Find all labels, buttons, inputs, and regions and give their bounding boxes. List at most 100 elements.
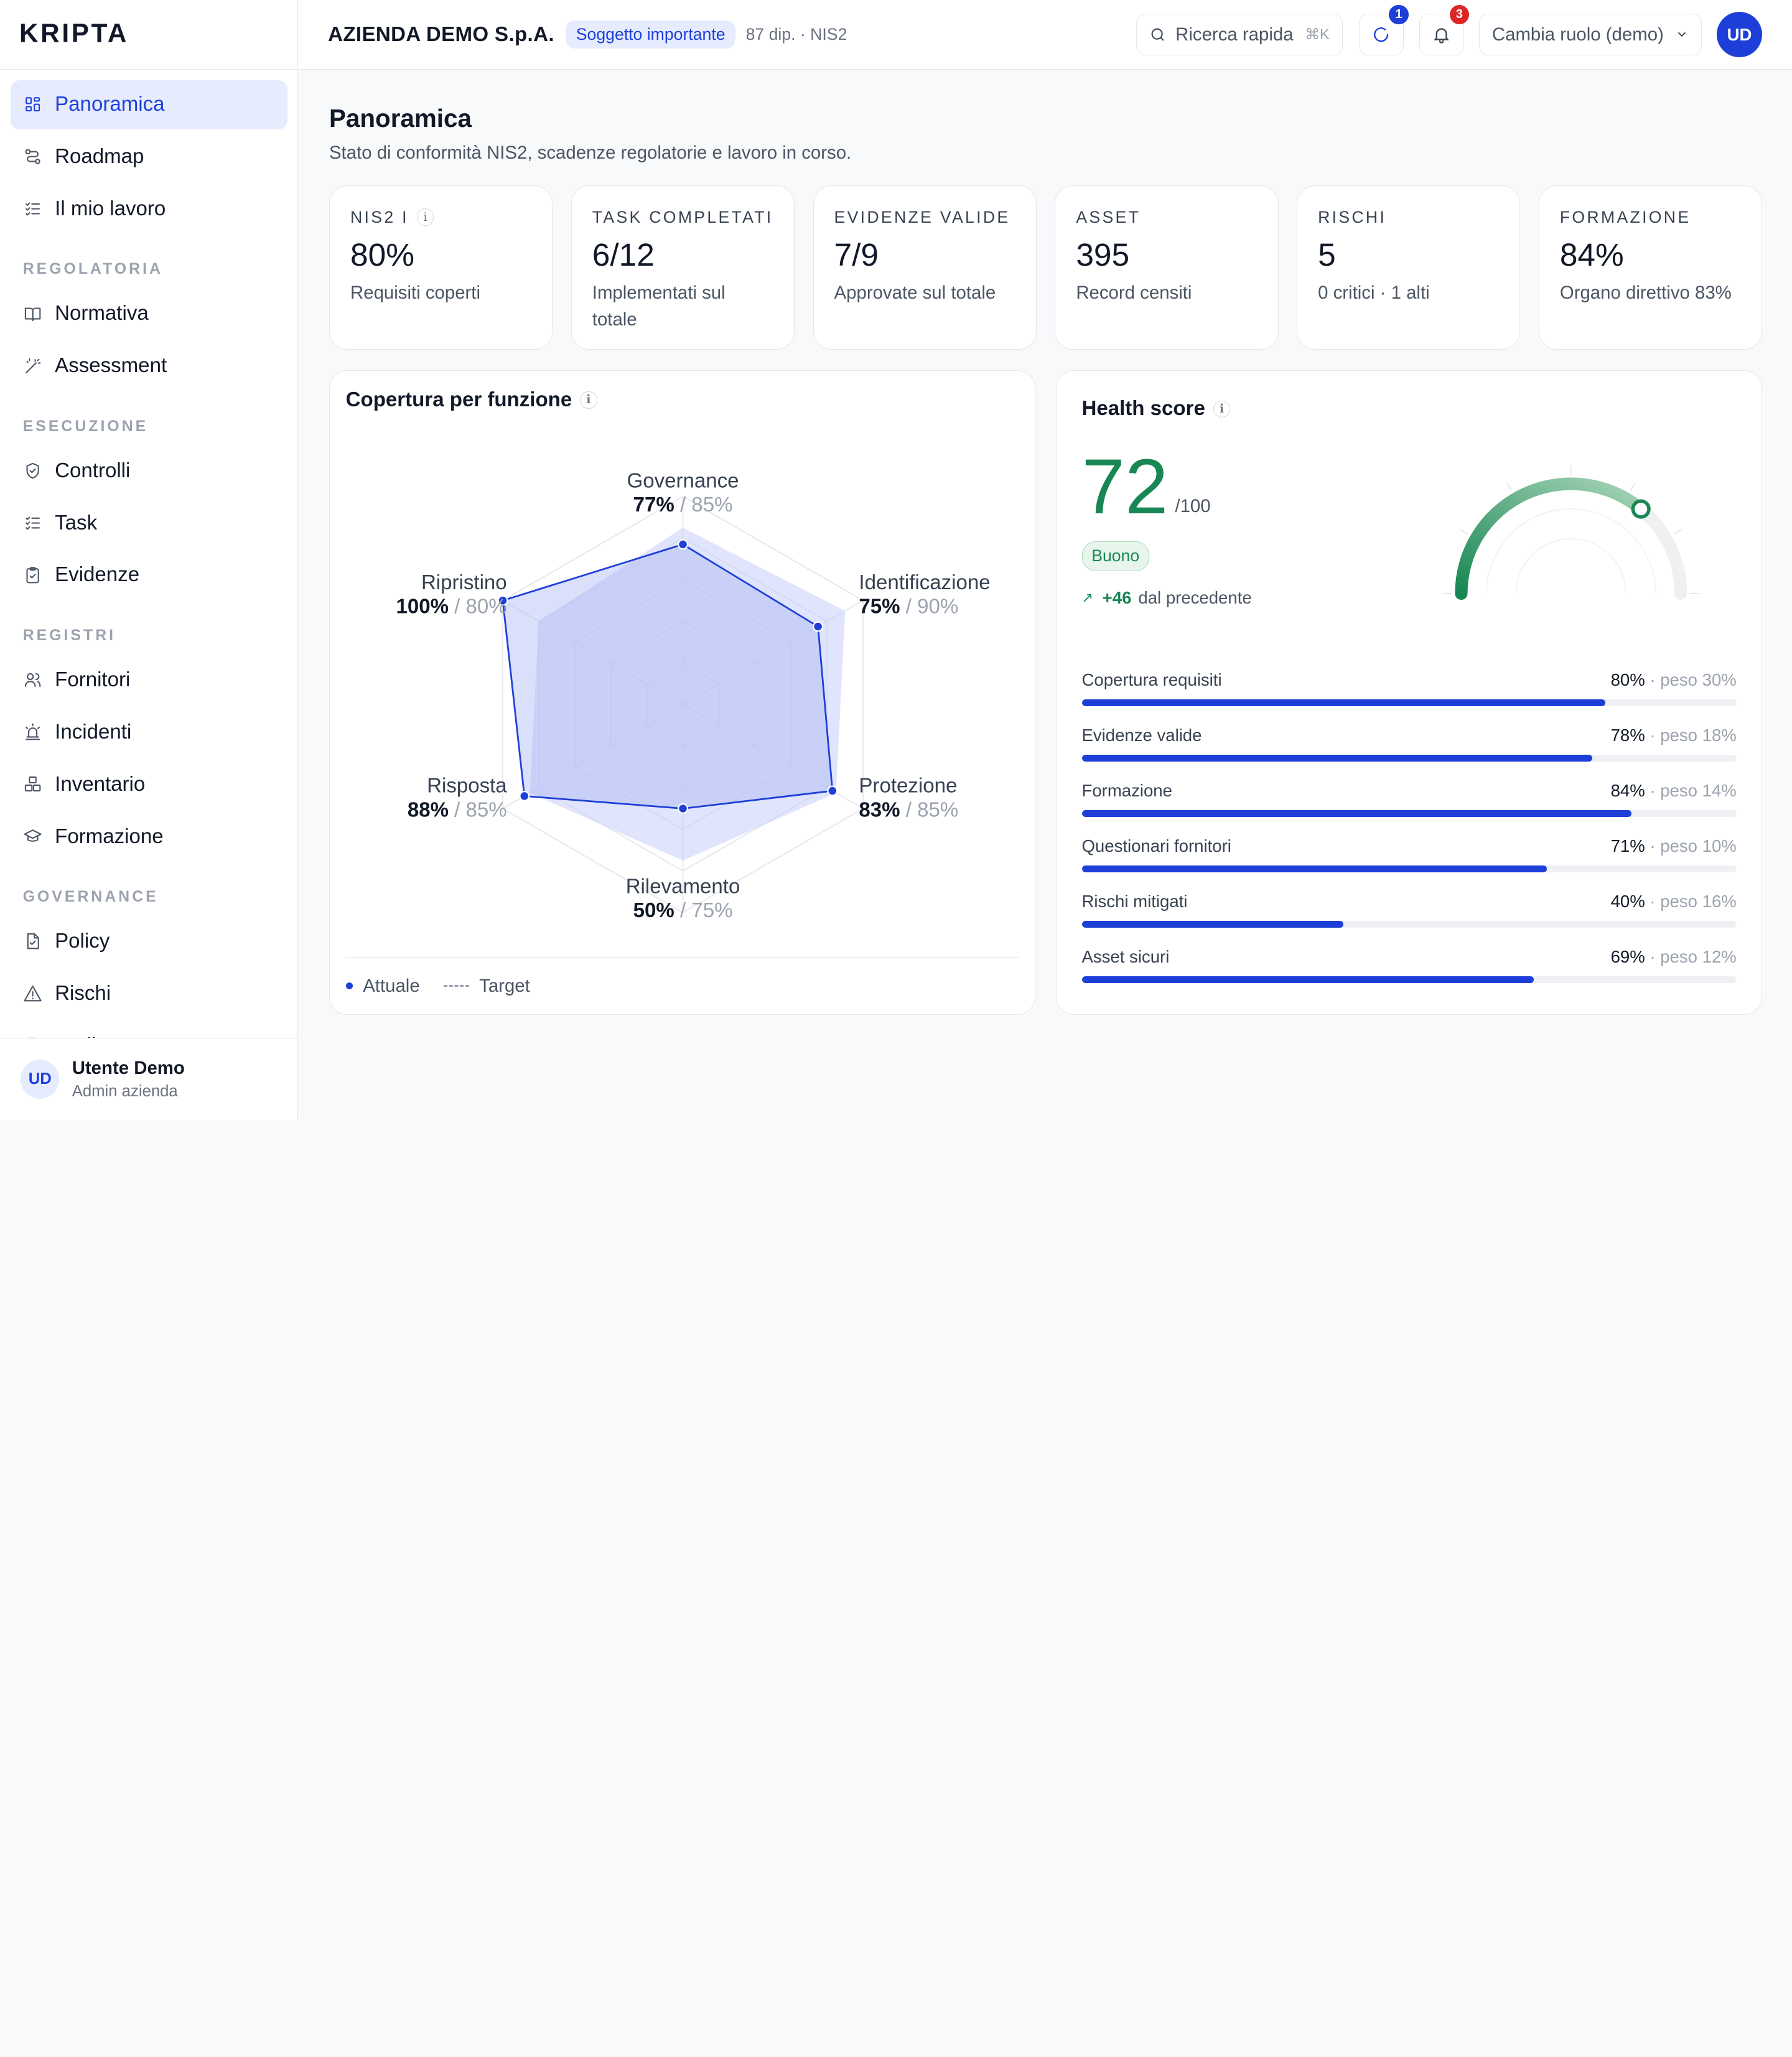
sidebar-section-title: ESECUZIONE <box>22 417 149 435</box>
sync-button[interactable]: 1 <box>1358 4 1409 56</box>
sidebar-item-task[interactable]: Task <box>11 498 287 548</box>
health-metric-row: Evidenze valide 78% · peso 18% <box>1081 725 1737 781</box>
radar-target-value: / 75% <box>674 899 733 922</box>
radar-point <box>678 803 688 814</box>
health-gauge <box>1442 465 1699 600</box>
sidebar-item-inventario[interactable]: Inventario <box>11 760 287 809</box>
metric-value: 71% <box>1610 836 1645 856</box>
warning-icon <box>23 984 42 1003</box>
grid-icon <box>23 95 42 114</box>
radar-value-label: 88% / 85% <box>408 799 507 822</box>
gauge-tick <box>1630 482 1636 492</box>
radar-point <box>678 539 688 550</box>
health-score-max: /100 <box>1175 496 1211 517</box>
sidebar-item-il-mio-lavoro[interactable]: Il mio lavoro <box>11 184 287 233</box>
sidebar-item-fornitori[interactable]: Fornitori <box>11 655 287 704</box>
clipboard-icon <box>23 566 42 585</box>
radar-value-label: 100% / 80% <box>396 595 506 618</box>
metric-weight: · peso 16% <box>1650 892 1737 911</box>
wand-icon <box>23 357 42 376</box>
company-meta: 87 dip. · NIS2 <box>745 25 847 44</box>
metric-bar-fill <box>1081 755 1593 762</box>
radar-actual-value: 100% <box>396 595 449 618</box>
kpi-subtitle: Approvate sul totale <box>834 282 996 304</box>
sidebar-item-label: Audit <box>55 1034 101 1038</box>
metric-bar-track <box>1081 920 1737 928</box>
app: KRIPTA Panoramica Roadmap Il mio lavoro REG… <box>0 0 1792 1120</box>
sidebar-item-assessment[interactable]: Assessment <box>11 342 287 391</box>
bell-icon <box>1434 28 1450 44</box>
top-header: AZIENDA DEMO S.p.A. Soggetto importante … <box>298 0 1792 70</box>
kpi-card[interactable]: FORMAZIONE 84% Organo direttivo 83% <box>1538 185 1763 350</box>
sidebar-item-incidenti[interactable]: Incidenti <box>11 707 287 757</box>
sidebar-item-label: Assessment <box>55 354 167 378</box>
radar-series-target <box>530 528 846 861</box>
search-shortcut: ⌘K <box>1305 26 1330 43</box>
metric-weight: · peso 30% <box>1650 670 1737 690</box>
gauge-tick <box>1673 529 1682 535</box>
sidebar-item-label: Controlli <box>55 459 131 482</box>
sidebar-item-roadmap[interactable]: Roadmap <box>11 132 287 181</box>
legend-target: Target <box>479 975 530 996</box>
kpi-card[interactable]: RISCHI 5 0 critici · 1 alti <box>1297 185 1521 350</box>
gauge-marker <box>1631 499 1651 520</box>
metric-bar-fill <box>1081 976 1534 983</box>
user-profile[interactable]: UD Utente Demo Admin azienda <box>0 1037 297 1120</box>
sidebar-item-controlli[interactable]: Controlli <box>11 446 287 495</box>
radar-axis-label: Identificazione <box>859 571 990 594</box>
info-icon[interactable]: i <box>580 391 597 409</box>
sidebar-item-formazione[interactable]: Formazione <box>11 812 287 861</box>
kpi-subtitle: Record censiti <box>1076 282 1192 304</box>
gauge-inner-arc <box>1485 508 1656 594</box>
sidebar-item-panoramica[interactable]: Panoramica <box>10 80 287 129</box>
quick-search[interactable]: Ricerca rapida ⌘K <box>1136 13 1343 56</box>
gauge-tick <box>1506 482 1512 492</box>
role-select[interactable]: Cambia ruolo (demo) <box>1478 13 1702 56</box>
users-icon <box>23 670 42 689</box>
radar-value-label: 77% / 85% <box>633 493 733 516</box>
main-content: Panoramica Stato di conformità NIS2, sca… <box>329 70 1763 1015</box>
sidebar-item-evidenze[interactable]: Evidenze <box>11 551 287 600</box>
sidebar-item-policy[interactable]: Policy <box>11 917 287 966</box>
kpi-card[interactable]: EVIDENZE VALIDE 7/9 Approvate sul totale <box>813 185 1037 350</box>
metric-weight: · peso 14% <box>1650 781 1737 801</box>
entity-type-badge: Soggetto importante <box>566 20 736 49</box>
sidebar-section-title: REGOLATORIA <box>22 261 163 278</box>
refresh-icon <box>1374 27 1389 42</box>
metric-value: 69% <box>1610 946 1645 966</box>
health-metric-row: Copertura requisiti 80% · peso 30% <box>1081 670 1737 725</box>
info-icon[interactable]: i <box>416 208 434 226</box>
radar-target-value: / 85% <box>674 493 733 516</box>
sidebar-item-normativa[interactable]: Normativa <box>11 289 287 338</box>
metric-bar-fill <box>1081 699 1606 707</box>
kpi-card[interactable]: TASK COMPLETATI 6/12 Implementati sul tota… <box>571 185 795 350</box>
kpi-value: 80% <box>350 236 414 273</box>
metric-label: Questionari fornitori <box>1081 836 1231 856</box>
metric-label: Formazione <box>1081 781 1172 801</box>
sidebar-section-title: REGISTRI <box>22 627 116 644</box>
search-placeholder: Ricerca rapida <box>1175 24 1294 45</box>
info-icon[interactable]: i <box>1213 400 1231 418</box>
kripta-logo[interactable]: KRIPTA <box>19 19 152 48</box>
radar-point <box>813 621 824 632</box>
notifications-button[interactable]: 3 <box>1419 4 1469 56</box>
radar-target-value: / 80% <box>449 595 507 618</box>
sidebar-item-label: Formazione <box>55 824 164 848</box>
kpi-label-text: RISCHI <box>1318 207 1387 226</box>
metric-weight: · peso 10% <box>1650 836 1737 856</box>
user-name: Utente Demo <box>72 1058 185 1079</box>
sidebar-item-audit[interactable]: Audit <box>11 1021 287 1038</box>
kpi-card[interactable]: ASSET 395 Record censiti <box>1055 185 1279 350</box>
radar-point <box>497 595 508 606</box>
health-delta-value: +46 <box>1102 588 1132 608</box>
sidebar-item-label: Fornitori <box>55 668 131 691</box>
sidebar-item-rischi[interactable]: Rischi <box>11 969 287 1018</box>
account-avatar[interactable]: UD <box>1716 11 1763 58</box>
chevron-down-icon <box>1678 32 1686 37</box>
siren-icon <box>23 722 42 742</box>
sidebar-item-label: Incidenti <box>55 720 132 744</box>
svg-text:KRIPTA: KRIPTA <box>19 19 129 44</box>
metric-bar-track <box>1081 755 1737 762</box>
kpi-card[interactable]: NIS2 I i 80% Requisiti coperti <box>329 185 553 350</box>
kpi-value: 84% <box>1559 236 1624 273</box>
